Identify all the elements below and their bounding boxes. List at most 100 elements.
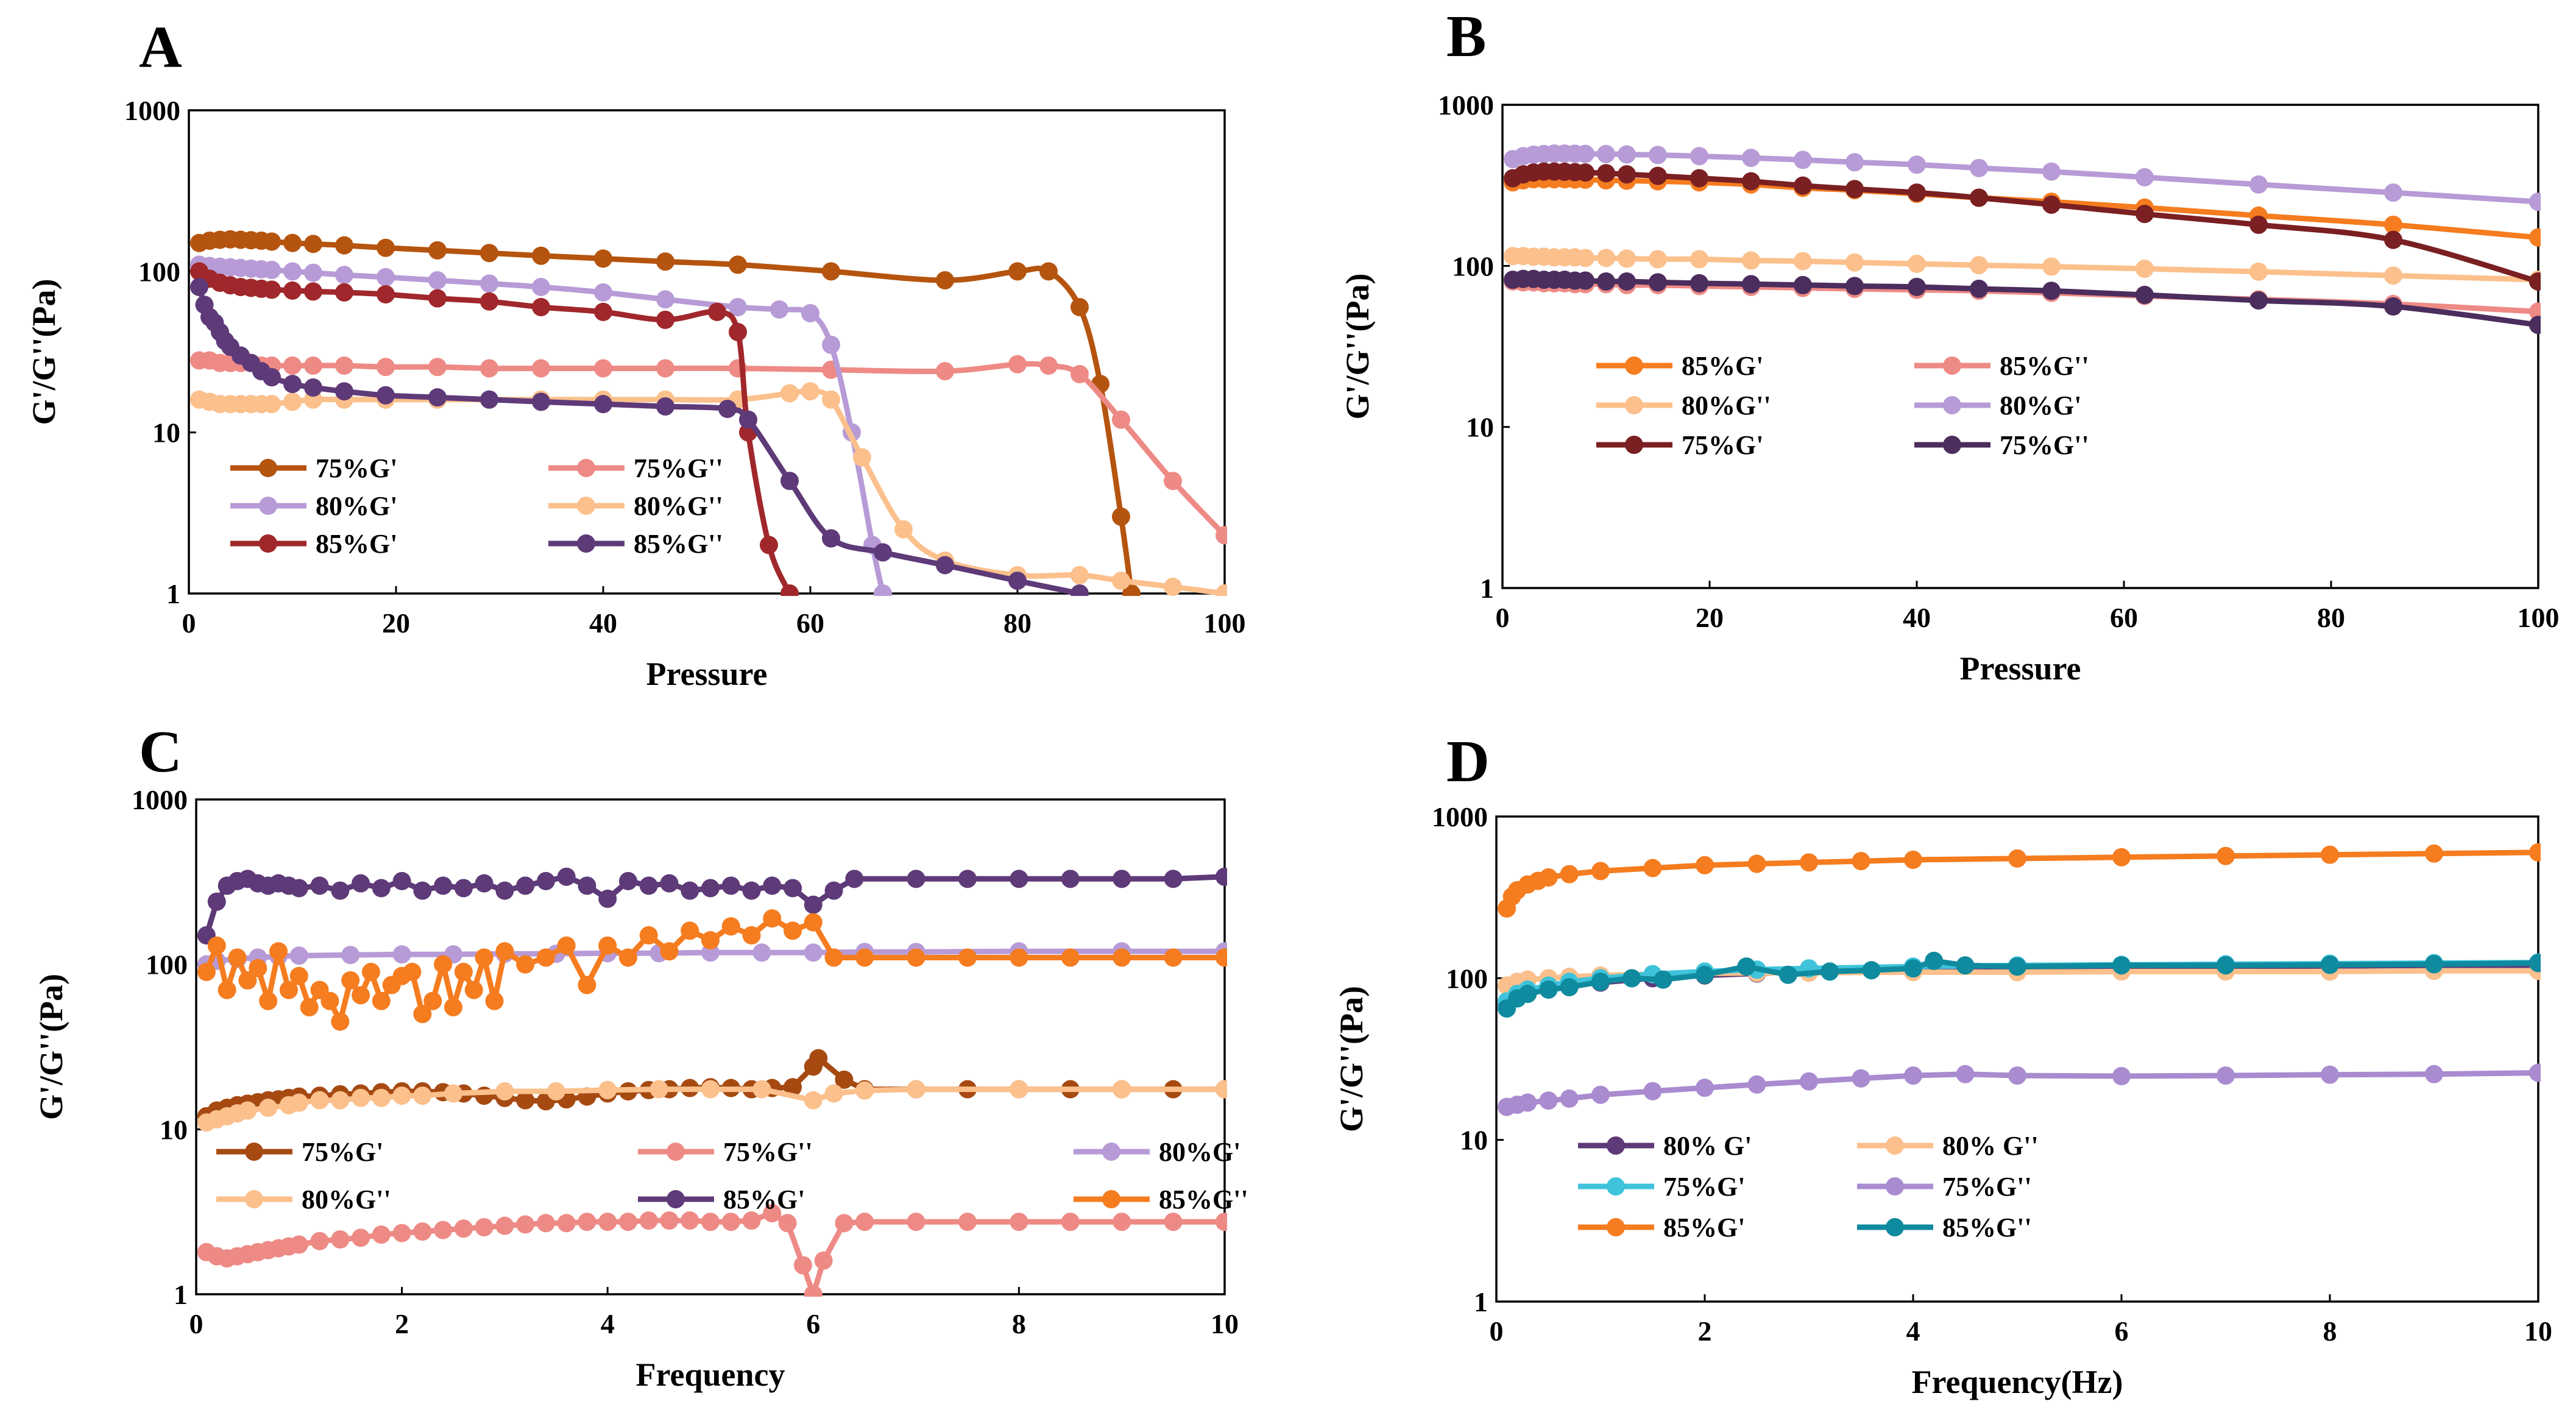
legend-swatch-marker (1607, 1136, 1625, 1155)
legend-swatch-marker (259, 534, 277, 553)
data-point (377, 268, 395, 286)
data-point (1904, 959, 1922, 978)
data-point (708, 302, 726, 321)
data-point (1215, 948, 1227, 967)
data-point (263, 280, 281, 299)
legend-swatch-marker (1943, 436, 1961, 454)
data-point (1576, 163, 1594, 182)
data-point (2529, 843, 2541, 862)
data-point (656, 310, 674, 329)
data-point (372, 1225, 391, 1244)
data-point (721, 1213, 740, 1231)
legend-label: 75%G' (316, 453, 397, 483)
data-point (1039, 356, 1058, 375)
legend-label: 80%G'' (302, 1185, 391, 1214)
data-point (874, 584, 892, 596)
data-point (532, 246, 550, 265)
data-point (1908, 155, 1926, 174)
data-point (1576, 144, 1594, 163)
legend-swatch-marker (577, 534, 595, 553)
data-point (1690, 274, 1708, 292)
data-point (701, 1080, 720, 1099)
data-point (2249, 291, 2268, 310)
data-point (718, 400, 737, 419)
data-point (1215, 1080, 1227, 1099)
data-point (1164, 472, 1182, 491)
data-point (304, 378, 322, 397)
data-point (701, 1213, 720, 1231)
data-point (263, 232, 281, 251)
data-point (372, 1088, 391, 1107)
data-point (1560, 978, 1579, 997)
data-point (289, 879, 308, 898)
x-tick-label: 80 (1003, 608, 1031, 639)
data-point (1039, 262, 1058, 281)
y-tick-label: 1000 (124, 95, 180, 126)
y-tick-label: 1000 (1432, 801, 1488, 832)
data-point (784, 879, 802, 898)
data-point (1010, 1213, 1028, 1231)
data-point (1845, 180, 1864, 199)
legend-swatch-marker (577, 459, 595, 477)
data-point (480, 390, 498, 409)
data-point (1970, 158, 1988, 177)
data-point (1518, 985, 1537, 1004)
legend-label: 75%G' (1682, 430, 1763, 460)
legend-swatch-marker (1625, 396, 1643, 414)
data-point (598, 1080, 617, 1099)
data-point (1618, 165, 1636, 184)
data-point (804, 1091, 823, 1110)
data-point (557, 867, 576, 886)
legend-swatch-marker (1886, 1177, 1904, 1196)
data-point (1747, 854, 1766, 873)
data-point (763, 1204, 782, 1223)
x-tick-label: 2 (1698, 1316, 1712, 1347)
data-point (2249, 175, 2268, 194)
data-point (742, 881, 761, 900)
data-point (2135, 286, 2154, 305)
data-point (936, 556, 954, 575)
data-point (1010, 948, 1028, 967)
data-point (1690, 250, 1708, 269)
data-point (1654, 970, 1672, 989)
y-axis-title: G'/G''(Pa) (26, 279, 62, 425)
legend-label: 85%G'' (1942, 1213, 2032, 1242)
x-tick-label: 0 (1496, 602, 1510, 633)
data-point (936, 362, 954, 381)
data-point (1696, 965, 1714, 984)
series-layer (197, 867, 1227, 1297)
data-point (1539, 868, 1558, 887)
data-point (752, 943, 771, 962)
legend-swatch-marker (1607, 1218, 1625, 1236)
data-point (320, 991, 339, 1010)
data-point (824, 881, 843, 900)
data-point (1215, 526, 1227, 545)
legend-label: 75%G' (302, 1137, 383, 1167)
data-point (1008, 355, 1027, 374)
plot-frame (1501, 104, 2539, 589)
data-point (578, 1213, 596, 1231)
data-point (2384, 230, 2402, 249)
panel-c: C 0 2 4 6 8 10 1 10 100 1000 Frequency G'/G''(Pa) 75%… (33, 719, 1248, 1393)
data-point (2112, 956, 2131, 975)
data-point (413, 1222, 432, 1241)
data-point (1742, 172, 1760, 191)
data-point (352, 874, 370, 893)
data-point (1970, 256, 1988, 275)
x-tick-label: 4 (1906, 1316, 1920, 1347)
data-point (739, 410, 757, 429)
data-point (263, 395, 281, 414)
data-point (454, 1219, 473, 1238)
data-point (454, 963, 473, 982)
data-point (2217, 956, 2235, 975)
data-point (656, 359, 674, 378)
data-point (2217, 1066, 2235, 1085)
data-point (2384, 266, 2402, 285)
data-point (249, 959, 267, 977)
data-point (263, 368, 281, 387)
legend-label: 85%G'' (2000, 351, 2089, 381)
data-point (2135, 205, 2154, 224)
plot-frame (1495, 815, 2539, 1303)
legend-swatch-marker (1102, 1143, 1120, 1161)
data-point (532, 359, 550, 378)
